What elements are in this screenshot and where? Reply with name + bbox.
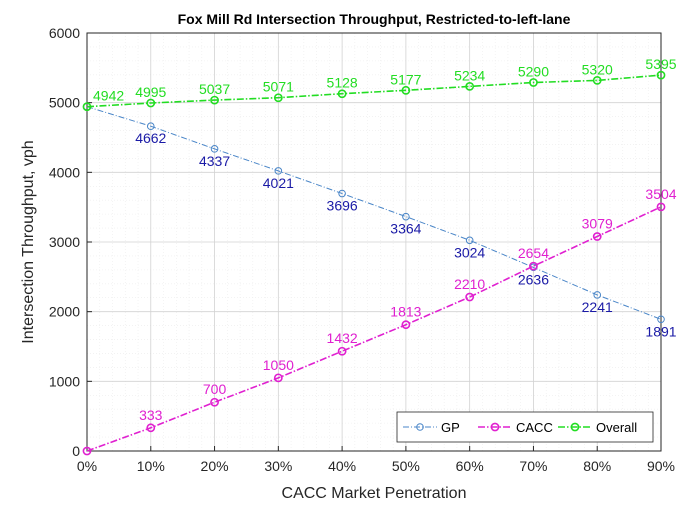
cacc-data-label: 2210 — [454, 276, 485, 292]
overall-data-label: 4942 — [93, 88, 124, 104]
gp-data-label: 1891 — [645, 323, 676, 339]
overall-data-label: 5037 — [199, 81, 230, 97]
gp-data-label: 4662 — [135, 130, 166, 146]
cacc-data-label: 3079 — [582, 215, 613, 231]
gp-point — [657, 315, 665, 324]
cacc-data-label: 3504 — [645, 186, 676, 202]
overall-data-label: 5177 — [390, 71, 421, 87]
cacc-point — [465, 292, 475, 302]
overall-point — [592, 75, 602, 85]
x-tick-label: 0% — [77, 458, 97, 474]
cacc-point — [529, 261, 538, 271]
gp-legend-label: GP — [441, 420, 460, 435]
cacc-point — [273, 373, 283, 383]
y-tick-label: 4000 — [49, 164, 80, 180]
cacc-legend-marker — [490, 422, 500, 432]
gp-point — [465, 236, 474, 245]
cacc-data-label: 700 — [203, 381, 227, 397]
cacc-data-label: 1813 — [390, 304, 421, 320]
x-tick-label: 20% — [201, 458, 229, 474]
axis-ticks: 0% 10% 20% 30% 40% 50% 60% 70% 80% 90% 0 1000 2000 30… — [49, 25, 675, 474]
gp-data-label: 2636 — [518, 271, 549, 287]
gp-point — [338, 189, 346, 198]
series-group — [82, 70, 666, 456]
gp-point — [146, 122, 155, 131]
overall-point — [273, 93, 283, 103]
x-tick-label: 30% — [264, 458, 292, 474]
overall-data-label: 5234 — [454, 67, 485, 83]
x-tick-label: 70% — [519, 458, 547, 474]
overall-point — [401, 85, 411, 95]
overall-data-label: 5320 — [582, 61, 613, 77]
overall-series-line — [86, 74, 662, 108]
cacc-data-label: 1050 — [263, 357, 294, 373]
gp-data-label: 3024 — [454, 244, 485, 260]
cacc-point — [146, 423, 156, 433]
overall-legend-label: Overall — [596, 420, 637, 435]
gp-point — [402, 212, 410, 221]
overall-data-label: 5128 — [327, 75, 358, 91]
cacc-data-label: 1432 — [327, 330, 358, 346]
data-labels: 4662 4337 4021 3696 3364 3024 2636 2241 1891 333 7… — [93, 56, 677, 423]
y-tick-label: 2000 — [49, 304, 80, 320]
cacc-point — [210, 397, 219, 407]
overall-data-label: 5395 — [645, 56, 676, 72]
overall-point — [656, 70, 666, 80]
cacc-legend-label: CACC — [516, 420, 553, 435]
legend: GP CACC Overall — [396, 411, 654, 443]
gp-series-line — [86, 106, 662, 320]
cacc-point — [401, 320, 411, 330]
gp-data-label: 4337 — [199, 153, 230, 169]
overall-data-label: 4995 — [135, 84, 166, 100]
cacc-point — [592, 232, 602, 241]
gp-point — [274, 167, 283, 175]
gp-legend-marker — [416, 423, 424, 431]
gp-data-label: 2241 — [582, 299, 613, 315]
cacc-point — [82, 446, 92, 456]
gp-data-label: 3364 — [390, 221, 421, 237]
chart-title: Fox Mill Rd Intersection Throughput, Res… — [178, 11, 571, 27]
legend-items: GP CACC Overall — [403, 420, 637, 435]
x-tick-label: 90% — [647, 458, 675, 474]
gp-data-label: 3696 — [327, 198, 358, 214]
y-tick-label: 0 — [72, 443, 80, 459]
overall-point — [337, 89, 347, 99]
x-tick-label: 40% — [328, 458, 356, 474]
x-axis-label: CACC Market Penetration — [282, 485, 467, 502]
gp-point — [210, 145, 219, 153]
cacc-point — [656, 202, 666, 212]
overall-data-label: 5071 — [263, 79, 294, 95]
cacc-series-line — [86, 206, 662, 452]
x-tick-label: 80% — [583, 458, 611, 474]
overall-point — [82, 102, 92, 112]
cacc-data-label: 2654 — [518, 245, 549, 261]
gp-data-label: 4021 — [263, 175, 294, 191]
cacc-point — [337, 346, 347, 356]
overall-point — [465, 81, 475, 91]
x-tick-label: 60% — [456, 458, 484, 474]
gp-point — [593, 291, 602, 299]
x-tick-label: 50% — [392, 458, 420, 474]
overall-point — [210, 95, 219, 105]
overall-legend-marker — [570, 422, 580, 432]
overall-point — [529, 78, 538, 87]
overall-data-label: 5290 — [518, 63, 549, 79]
x-tick-label: 10% — [137, 458, 165, 474]
cacc-data-label: 333 — [139, 407, 163, 423]
y-tick-label: 1000 — [49, 373, 80, 389]
legend-box — [396, 411, 654, 443]
overall-point — [146, 98, 156, 108]
y-axis-label: Intersection Throughput, vph — [20, 140, 37, 343]
y-tick-label: 6000 — [49, 25, 80, 41]
y-tick-label: 3000 — [49, 234, 80, 250]
y-tick-label: 5000 — [49, 95, 80, 111]
